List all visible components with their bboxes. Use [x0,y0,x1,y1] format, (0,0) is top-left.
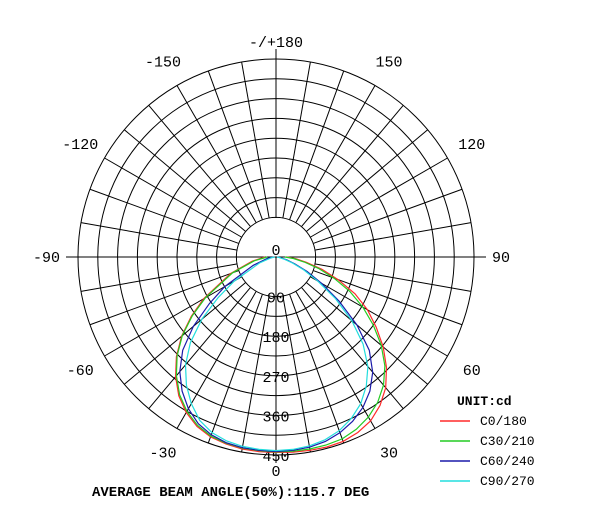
legend: UNIT:cd C0/180 C30/210 C60/240 C90/270 [440,394,535,489]
angle-tick-label: 0 [271,464,280,481]
legend-entry: C60/240 [480,454,535,469]
radial-tick-label: 180 [262,330,289,347]
grid-spoke [80,263,237,292]
grid-spoke [295,85,376,223]
grid-spoke [176,85,257,223]
radial-tick-label: 270 [262,370,289,387]
radial-tick-label: 0 [271,243,280,260]
legend-entry: C90/270 [480,474,535,489]
grid-spoke [306,282,428,385]
grid-spoke [282,61,311,218]
angle-tick-label: -60 [67,363,94,380]
series-curve-C60-240 [179,256,374,453]
radial-tick-label: 450 [262,449,289,466]
radial-labels: 0 90 180 270 360 450 [262,243,289,466]
angle-tick-label: 120 [458,137,485,154]
grid-spoke [241,61,270,218]
angle-tick-label: 90 [492,250,510,267]
grid-spoke [148,287,251,409]
grid-spoke [315,222,472,251]
grid-spoke [207,294,263,444]
angle-tick-label: 60 [463,363,481,380]
grid-spoke [289,294,345,444]
beam-angle-footer: AVERAGE BEAM ANGLE(50%):115.7 DEG [92,485,369,501]
grid-spoke [89,188,239,244]
grid-spoke [301,287,404,409]
radial-tick-label: 360 [262,409,289,426]
unit-label: UNIT:cd [457,394,512,409]
series-curve-C90-270 [184,256,369,452]
grid-spoke [124,129,246,232]
grid-spoke [310,157,448,238]
angle-labels: -/+180 150 -150 120 -120 90 -90 60 -60 30 -30 0 [33,35,510,481]
grid-spoke [176,291,257,429]
grid-spoke [104,276,242,357]
angle-tick-label: 30 [380,446,398,463]
angle-tick-label: -120 [62,137,98,154]
grid-spoke [289,70,345,220]
grid-spoke [207,70,263,220]
grid-spoke [301,105,404,227]
grid-spoke [315,263,472,292]
grid-spoke [124,282,246,385]
grid-spoke [306,129,428,232]
angle-tick-label: -30 [149,446,176,463]
legend-entry: C0/180 [480,414,527,429]
grid-spoke [282,296,311,453]
angle-tick-label: 150 [375,54,402,71]
grid-spoke [104,157,242,238]
polar-grid [66,49,486,463]
intensity-curves [174,256,388,454]
grid-spoke [89,270,239,326]
legend-entry: C30/210 [480,434,535,449]
angle-tick-label: -150 [145,54,181,71]
radial-tick-label: 90 [267,291,285,308]
grid-spoke [80,222,237,251]
grid-spoke [313,188,463,244]
series-curve-C30-210 [175,256,386,453]
grid-spoke [310,276,448,357]
grid-spoke [241,296,270,453]
angle-tick-label: -/+180 [249,35,303,52]
angle-tick-label: -90 [33,250,60,267]
grid-spoke [295,291,376,429]
grid-spoke [148,105,251,227]
